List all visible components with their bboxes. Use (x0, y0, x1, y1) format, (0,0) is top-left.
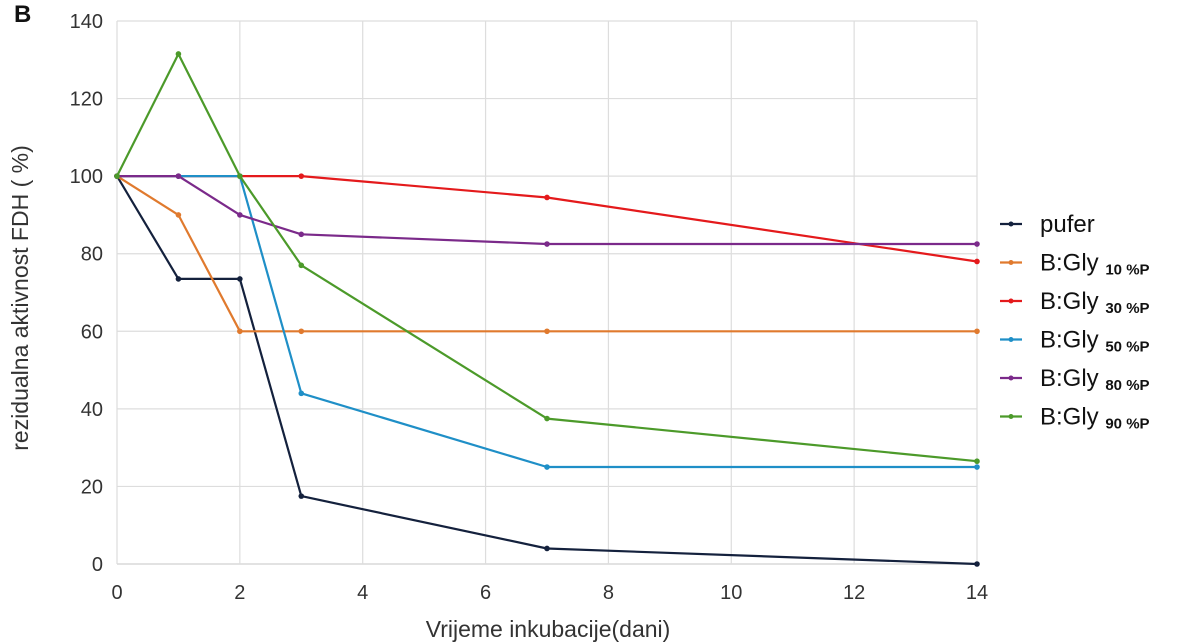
data-point (237, 173, 243, 179)
legend-item: B:Gly 30 %P (1000, 288, 1150, 317)
x-tick-label: 12 (843, 582, 865, 604)
legend-item: B:Gly 10 %P (1000, 250, 1150, 279)
data-point (175, 212, 182, 218)
y-tick-label: 20 (81, 476, 103, 498)
y-tick-label: 40 (81, 399, 103, 421)
gridlines (116, 20, 978, 565)
panel-label: B (14, 1, 31, 28)
data-point (544, 194, 550, 201)
data-point (298, 173, 305, 179)
data-point (974, 258, 980, 265)
legend-item: B:Gly 50 %P (1000, 327, 1150, 356)
x-tick-label: 10 (720, 582, 742, 604)
legend: pufer B:Gly 10 %P B:Gly 30 %P B:Gly 50 %P B:… (1000, 211, 1150, 433)
legend-label: B:Gly 10 %P (1040, 250, 1150, 279)
legend-label: B:Gly 50 %P (1040, 327, 1150, 356)
series-4 (114, 173, 980, 470)
x-tick-label: 6 (480, 582, 491, 604)
x-tick-label: 4 (357, 582, 368, 604)
legend-label: pufer (1040, 211, 1095, 238)
data-point (544, 464, 550, 470)
y-axis-label: rezidualna aktivnost FDH ( %) (7, 145, 33, 451)
series-line (116, 175, 977, 333)
y-tick-label: 80 (81, 244, 103, 266)
legend-marker (1008, 337, 1014, 342)
legend-item: pufer (1000, 211, 1095, 238)
x-tick-label: 2 (234, 582, 245, 604)
y-tick-label: 120 (70, 89, 103, 111)
legend-marker (1008, 414, 1014, 419)
x-axis-label: Vrijeme inkubacije(dani) (426, 616, 671, 642)
series-5 (114, 173, 980, 247)
y-tick-label: 0 (92, 554, 103, 576)
data-point (298, 231, 305, 238)
axes: 0 20 40 60 80 100 120 140 0 2 4 6 8 10 12 14 (70, 11, 989, 604)
data-point (298, 493, 305, 499)
series-line (116, 175, 978, 566)
data-point (544, 328, 550, 335)
data-point (974, 561, 980, 567)
x-tick-label: 14 (966, 582, 988, 604)
data-point (974, 464, 980, 470)
legend-marker (1008, 260, 1014, 265)
data-point (237, 276, 243, 282)
legend-marker (1008, 298, 1014, 304)
legend-label: B:Gly 80 %P (1040, 365, 1150, 394)
data-point (114, 173, 120, 179)
data-point (544, 545, 550, 552)
data-point (298, 390, 305, 397)
data-point (298, 328, 305, 335)
legend-label: B:Gly 30 %P (1040, 288, 1150, 317)
legend-label: B:Gly 90 %P (1040, 404, 1150, 433)
series-line (117, 175, 977, 469)
series-line (117, 175, 978, 263)
y-tick-label: 100 (70, 166, 103, 188)
data-point (544, 415, 550, 422)
x-tick-label: 8 (603, 582, 614, 604)
data-point (175, 276, 182, 282)
series-line (116, 52, 978, 463)
series-6 (114, 51, 980, 465)
legend-item: B:Gly 90 %P (1000, 404, 1150, 433)
data-point (298, 262, 305, 269)
data-point (175, 51, 182, 57)
legend-marker (1008, 375, 1014, 381)
y-tick-label: 60 (81, 321, 103, 343)
data-point (974, 328, 980, 335)
legend-item: B:Gly 80 %P (1000, 365, 1150, 394)
x-tick-label: 0 (111, 582, 122, 604)
data-point (974, 241, 980, 247)
series-line (117, 175, 977, 246)
data-point (974, 458, 980, 465)
series-lines (114, 51, 980, 567)
y-tick-label: 140 (70, 11, 103, 33)
data-point (237, 328, 243, 335)
data-point (237, 212, 243, 218)
legend-marker (1008, 221, 1014, 227)
data-point (544, 241, 550, 247)
series-1 (114, 173, 980, 567)
data-point (175, 173, 182, 179)
